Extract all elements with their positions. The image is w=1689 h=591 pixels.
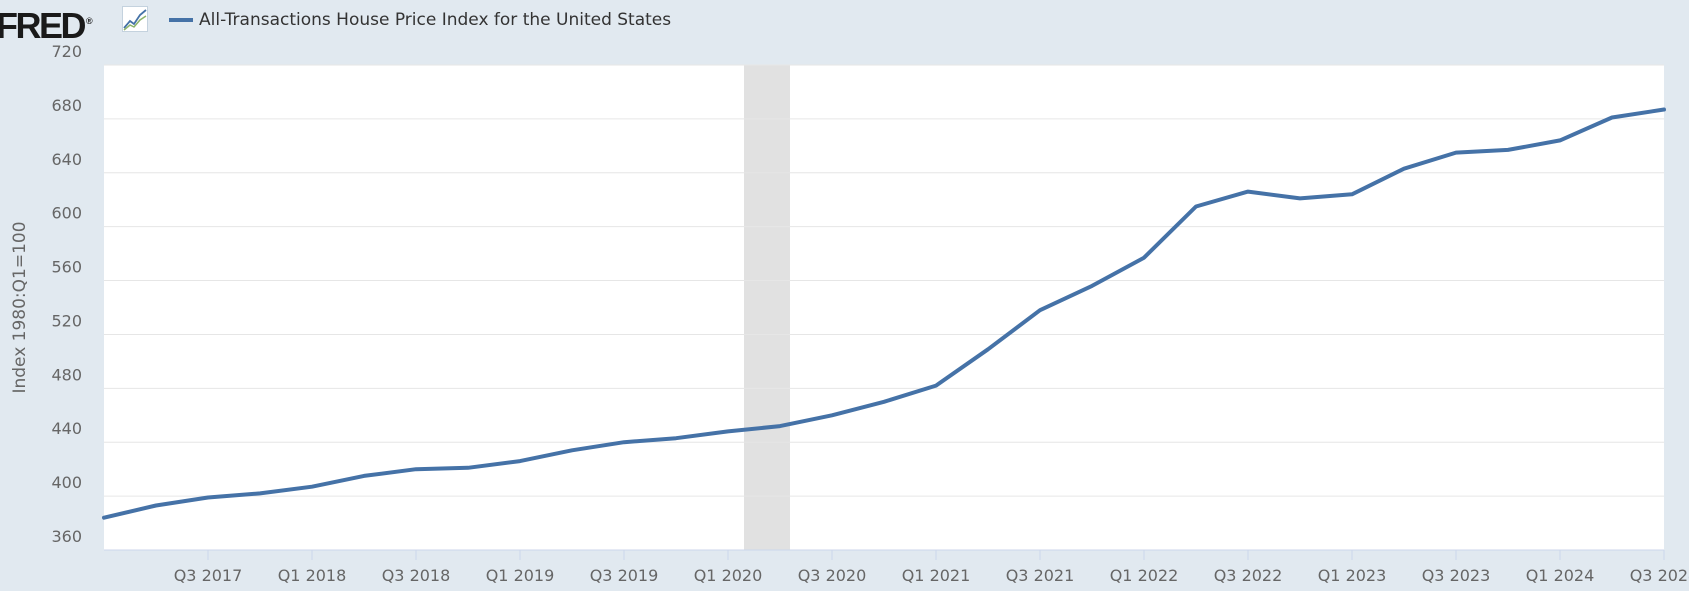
x-tick-label: Q3 2024 xyxy=(1630,566,1689,585)
fred-logo-text: FRED xyxy=(0,5,87,46)
x-tick-label: Q1 2022 xyxy=(1110,566,1179,585)
x-tick-label: Q3 2022 xyxy=(1214,566,1283,585)
fred-logo[interactable]: FRED ® xyxy=(0,1,93,46)
legend-label[interactable]: All-Transactions House Price Index for t… xyxy=(199,10,672,30)
x-axis: Q3 2017 Q1 2018 Q3 2018 Q1 2019 Q3 2019 Q1 20… xyxy=(104,549,1689,585)
legend-swatch xyxy=(169,18,193,22)
y-tick-label: 680 xyxy=(51,96,82,115)
x-tick-label: Q3 2019 xyxy=(590,566,659,585)
series-line xyxy=(102,107,1666,520)
y-tick-label: 400 xyxy=(51,473,82,492)
y-axis-label: Index 1980:Q1=100 xyxy=(10,221,30,393)
x-tick-label: Q1 2018 xyxy=(278,566,347,585)
x-tick-label: Q3 2020 xyxy=(798,566,867,585)
y-axis: 360 400 440 480 520 560 600 640 680 720 xyxy=(51,42,82,546)
y-tick-label: 640 xyxy=(51,150,82,169)
y-tick-label: 560 xyxy=(51,258,82,277)
plot-area xyxy=(104,65,1664,550)
x-tick-label: Q1 2019 xyxy=(486,566,555,585)
y-tick-label: 520 xyxy=(51,311,82,330)
y-tick-label: 480 xyxy=(51,365,82,384)
x-tick-label: Q3 2023 xyxy=(1422,566,1491,585)
line-graph-icon xyxy=(122,6,148,32)
x-tick-label: Q1 2021 xyxy=(902,566,971,585)
x-tick-label: Q1 2020 xyxy=(694,566,763,585)
x-tick-label: Q3 2018 xyxy=(382,566,451,585)
y-tick-label: 360 xyxy=(51,527,82,546)
series-layer xyxy=(102,107,1666,520)
registered-mark: ® xyxy=(86,16,93,26)
chart-header: FRED ® All-Transactions House Price Index… xyxy=(0,0,1689,46)
y-tick-label: 600 xyxy=(51,204,82,223)
x-tick-label: Q1 2023 xyxy=(1318,566,1387,585)
recession-shading-layer xyxy=(744,65,790,550)
recession-band xyxy=(744,65,790,550)
x-tick-label: Q3 2021 xyxy=(1006,566,1075,585)
x-tick-label: Q3 2017 xyxy=(174,566,243,585)
y-tick-label: 440 xyxy=(51,419,82,438)
y-tick-label: 720 xyxy=(51,42,82,61)
x-tick-label: Q1 2024 xyxy=(1526,566,1595,585)
